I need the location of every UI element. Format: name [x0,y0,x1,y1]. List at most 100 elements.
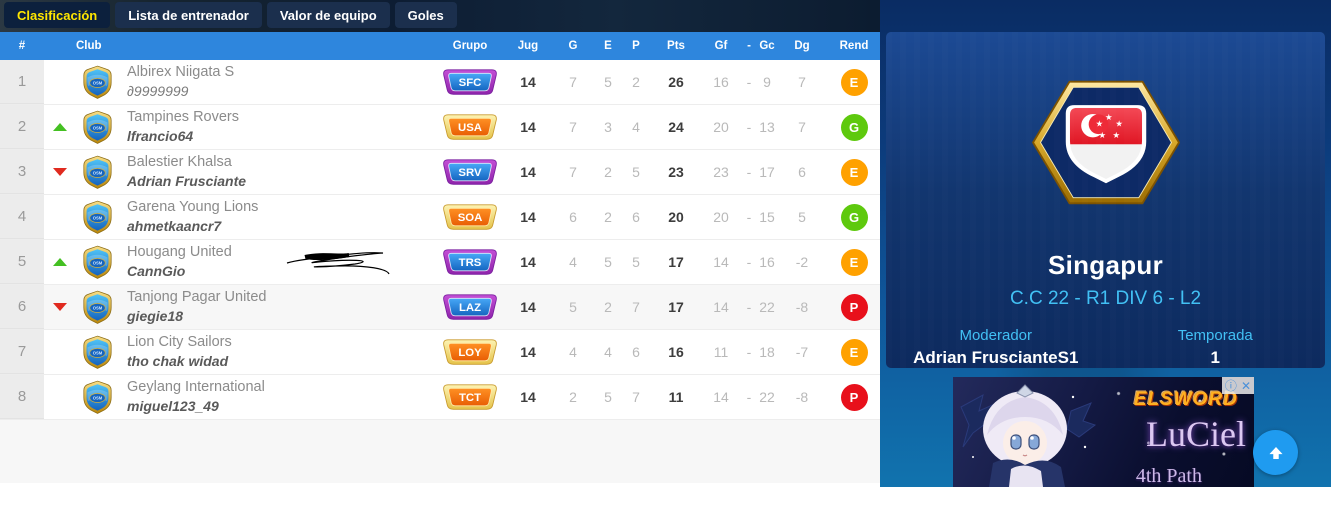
stat-dash: - [746,209,752,225]
table-row[interactable]: 5 OSM Hougang United CannGio [0,240,880,285]
manager-name: lfrancio64 [127,128,194,145]
stat-goals-for: 23 [713,164,729,180]
ad-banner[interactable]: ELSWORD LuCiel 4th Path ⓘ ✕ [953,377,1254,487]
stat-points: 17 [668,299,684,315]
stat-points: 26 [668,74,684,90]
manager-name: ahmetkaancr7 [127,218,222,235]
stat-dash: - [746,299,752,315]
stat-dash: - [746,119,752,135]
svg-text:OSM: OSM [92,125,102,130]
club-cell: Hougang United CannGio [118,243,436,280]
stat-drawn: 2 [604,299,612,315]
table-row[interactable]: 8 OSM Geylang International miguel123_49 [0,375,880,420]
rank-cell: 8 [0,375,44,419]
club-name: Tanjong Pagar United [127,289,267,306]
movement-icon [44,123,76,131]
stat-lost: 4 [632,119,640,135]
group-badge: SRV [436,158,504,186]
scroll-to-top-button[interactable] [1253,430,1298,475]
table-row[interactable]: 7 OSM Lion City Sailors tho chak widad [0,330,880,375]
stat-played: 14 [520,164,536,180]
svg-text:LAZ: LAZ [459,302,481,314]
svg-text:OSM: OSM [92,260,102,265]
tab-goles[interactable]: Goles [394,2,457,28]
up-arrow-icon [1268,446,1283,459]
rank-cell: 5 [0,240,44,284]
stat-goals-for: 20 [713,119,729,135]
svg-text:TCT: TCT [459,392,481,404]
club-cell: Tanjong Pagar United giegie18 [118,288,436,325]
table-row[interactable]: 2 OSM Tampines Rovers lfrancio64 [0,105,880,150]
table-row[interactable]: 6 OSM Tanjong Pagar United giegie18 [0,285,880,330]
movement-icon [44,258,76,266]
table-row[interactable]: 4 OSM Garena Young Lions ahmetkaancr7 [0,195,880,240]
stat-won: 5 [569,299,577,315]
club-badge-icon: OSM [76,155,118,190]
club-name: Garena Young Lions [127,199,259,216]
svg-text:OSM: OSM [92,215,102,220]
pen-scribble [286,252,390,275]
form-badge: G [828,113,880,141]
ad-info-icon[interactable]: ⓘ [1224,378,1237,393]
club-name: Balestier Khalsa [127,154,232,171]
header-g: G [568,40,578,52]
stat-drawn: 5 [604,389,612,405]
svg-text:SOA: SOA [458,212,483,224]
rank-cell: 7 [0,330,44,374]
stat-played: 14 [520,74,536,90]
stat-won: 4 [569,254,577,270]
stat-points: 17 [668,254,684,270]
header-pts: Pts [667,40,685,52]
svg-text:LOY: LOY [458,347,482,359]
league-meta: Moderador Adrian FruscianteS1 Temporada … [886,327,1325,368]
season-label: Temporada [1177,327,1253,344]
stat-won: 2 [569,389,577,405]
club-name: Albirex Niigata S [127,64,235,81]
ad-title: LuCiel [1146,414,1246,454]
manager-name: Adrian Frusciante [127,173,247,190]
svg-text:SFC: SFC [459,77,482,89]
standings-section: Clasificación Lista de entrenador Valor … [0,0,880,420]
stat-won: 7 [569,164,577,180]
tab-valor-de-equipo[interactable]: Valor de equipo [266,2,390,28]
header-jug: Jug [517,40,539,52]
table-row[interactable]: 1 OSM Albirex Niigata S ∂9999999 [0,60,880,105]
rank-cell: 4 [0,195,44,239]
stat-won: 7 [569,74,577,90]
stat-goals-against: 22 [759,299,775,315]
stat-goals-against: 13 [759,119,775,135]
manager-name: miguel123_49 [127,398,219,415]
tab-clasificacion[interactable]: Clasificación [4,2,111,28]
stat-played: 14 [520,209,536,225]
club-name: Tampines Rovers [127,109,240,126]
header-gc: Gc [759,40,775,52]
rank-cell: 6 [0,285,44,329]
manager-name: tho chak widad [127,353,229,370]
stat-goal-diff: -7 [795,344,809,360]
elsword-logo: ELSWORD [1133,389,1238,410]
stat-points: 23 [668,164,684,180]
stat-lost: 2 [632,74,640,90]
stat-goals-for: 14 [713,389,729,405]
ad-controls: ⓘ ✕ [1221,377,1254,394]
svg-text:TRS: TRS [459,257,482,269]
stat-goals-for: 14 [713,299,729,315]
header-rend: Rend [839,40,869,52]
group-badge: TRS [436,248,504,276]
tab-lista-de-entrenador[interactable]: Lista de entrenador [115,2,262,28]
ad-close-icon[interactable]: ✕ [1240,378,1251,393]
table-row[interactable]: 3 OSM Balestier Khalsa Adrian Frusciante [0,150,880,195]
header-gf: Gf [714,40,728,52]
svg-text:★: ★ [1098,130,1106,140]
stat-goals-for: 16 [713,74,729,90]
moderator-label: Moderador [959,327,1033,344]
club-badge-icon: OSM [76,380,118,415]
stat-played: 14 [520,254,536,270]
group-badge: TCT [436,383,504,411]
club-badge-icon: OSM [76,200,118,235]
league-code: C.C 22 - R1 DIV 6 - L2 [1009,288,1202,309]
stat-drawn: 5 [604,254,612,270]
svg-text:OSM: OSM [92,170,102,175]
stat-lost: 5 [632,164,640,180]
